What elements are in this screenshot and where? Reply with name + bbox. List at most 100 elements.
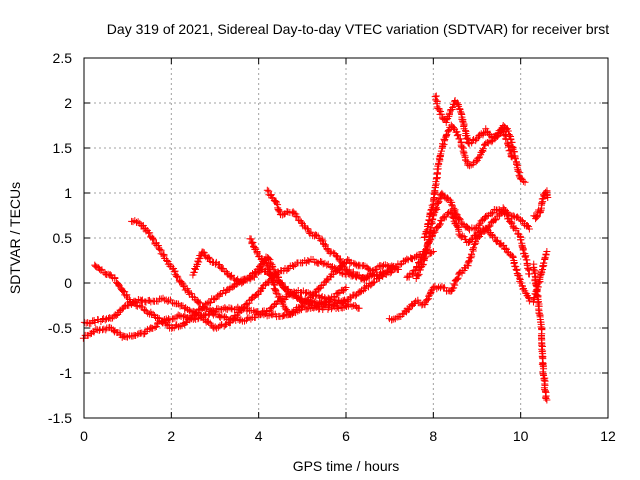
data-point	[205, 299, 213, 307]
data-point	[332, 252, 340, 260]
data-point	[174, 273, 182, 281]
axis-ticks	[83, 57, 609, 419]
data-point	[247, 235, 255, 243]
data-point	[465, 257, 473, 265]
data-point	[248, 273, 256, 281]
data-point	[278, 280, 286, 288]
data-point	[274, 274, 282, 282]
x-tick-label: 8	[429, 428, 437, 444]
data-point	[344, 256, 352, 264]
data-point	[163, 256, 171, 264]
data-point	[465, 258, 473, 266]
data-point	[277, 297, 285, 305]
data-point	[283, 208, 291, 216]
series-track-7	[246, 235, 402, 319]
data-point	[315, 259, 323, 267]
data-point	[355, 304, 363, 312]
data-point	[479, 146, 487, 154]
data-point	[512, 266, 520, 274]
data-point	[543, 248, 551, 255]
data-point	[510, 259, 518, 267]
data-point	[414, 272, 422, 280]
data-point	[453, 99, 461, 107]
data-point	[149, 236, 157, 244]
data-point	[537, 270, 545, 278]
data-point	[227, 273, 235, 281]
data-point	[382, 270, 390, 278]
data-point	[205, 318, 213, 326]
data-point	[423, 296, 431, 304]
y-tick-label: 2.5	[53, 50, 73, 66]
data-point	[285, 289, 293, 297]
data-point	[226, 272, 234, 280]
data-point	[542, 394, 550, 402]
data-point	[290, 262, 298, 270]
data-point	[492, 215, 500, 223]
data-point	[479, 145, 487, 153]
data-point	[513, 160, 521, 168]
data-point	[458, 232, 466, 240]
data-point	[505, 147, 513, 155]
data-point	[230, 315, 238, 323]
data-point	[349, 268, 357, 276]
data-point	[486, 222, 494, 230]
data-point	[137, 297, 145, 305]
data-point	[514, 167, 522, 175]
data-point	[426, 209, 434, 217]
data-point	[420, 233, 428, 241]
series-track-8	[385, 225, 533, 324]
data-point	[323, 261, 331, 269]
data-point	[190, 268, 198, 276]
data-point	[146, 229, 154, 237]
data-point	[116, 329, 124, 337]
x-tick-label: 10	[513, 428, 529, 444]
data-point	[313, 302, 321, 310]
data-point	[170, 268, 178, 276]
chart-title: Day 319 of 2021, Sidereal Day-to-day VTE…	[107, 21, 609, 37]
data-point	[222, 314, 230, 322]
data-point	[157, 317, 165, 325]
data-point	[304, 225, 312, 233]
data-point	[179, 282, 187, 290]
data-point	[448, 201, 456, 209]
data-point	[92, 262, 100, 270]
data-point	[318, 235, 326, 243]
y-tick-label: 2	[64, 95, 72, 111]
data-point	[430, 195, 438, 203]
data-point	[468, 250, 476, 258]
data-point	[429, 248, 437, 255]
data-point	[191, 265, 199, 273]
data-point	[540, 259, 548, 267]
data-point	[323, 245, 331, 253]
data-point	[438, 217, 446, 225]
data-point	[396, 261, 404, 269]
data-point	[79, 334, 87, 342]
data-point	[417, 254, 425, 262]
data-point	[450, 280, 458, 288]
data-point	[511, 154, 519, 162]
series-track-15	[529, 248, 551, 306]
data-point	[450, 124, 458, 132]
data-point	[411, 267, 419, 275]
data-point	[307, 228, 315, 236]
data-point	[134, 218, 142, 226]
data-point	[338, 300, 346, 308]
data-point	[525, 225, 533, 233]
data-point	[512, 226, 520, 234]
data-point	[369, 279, 377, 287]
data-point	[509, 254, 517, 262]
data-point	[157, 295, 165, 303]
data-point	[544, 194, 552, 201]
data-point	[173, 272, 181, 280]
x-axis-title: GPS time / hours	[293, 458, 400, 474]
data-point	[207, 298, 215, 306]
data-point	[156, 246, 164, 254]
data-point	[218, 290, 226, 298]
data-point	[145, 296, 153, 304]
data-point	[101, 316, 109, 324]
series-track-12	[403, 207, 533, 281]
data-point	[258, 285, 266, 293]
data-point	[344, 297, 352, 305]
data-point	[505, 215, 513, 223]
